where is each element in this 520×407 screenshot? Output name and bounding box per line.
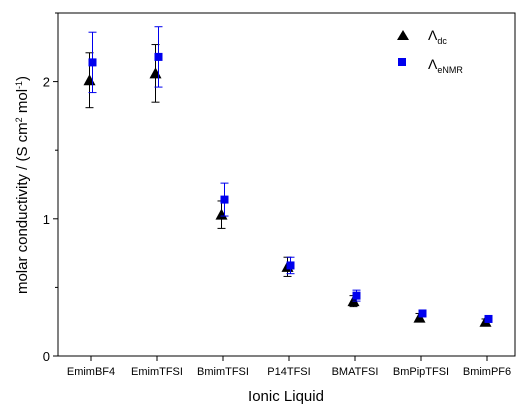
x-axis-ticks: EmimBF4 EmimTFSI BmimTFSI P14TFSI BMATFSI BmP… <box>67 356 511 378</box>
legend-label-dc-symbol: Λ <box>428 27 438 43</box>
marker-square <box>352 291 361 300</box>
y-tick-label: 2 <box>43 75 50 90</box>
legend-label-enmr: ΛeNMR <box>428 56 463 75</box>
marker-square <box>286 261 295 270</box>
x-tick-label: P14TFSI <box>267 366 310 378</box>
legend-label-dc: Λdc <box>428 27 447 46</box>
y-tick-label: 0 <box>43 349 50 364</box>
marker-triangle <box>83 74 96 86</box>
x-tick-label: BMATFSI <box>332 366 379 378</box>
plot-frame <box>57 12 516 357</box>
data-point-square <box>220 182 229 217</box>
data-point-square <box>88 31 97 94</box>
legend-marker-enmr <box>398 58 406 66</box>
marker-triangle <box>215 208 228 220</box>
x-tick-label: EmimTFSI <box>131 366 183 378</box>
legend: Λdc ΛeNMR <box>397 27 463 75</box>
marker-square <box>418 309 427 318</box>
y-axis-title-mid: mol <box>14 89 31 117</box>
x-tick-label: BmPipTFSI <box>393 366 449 378</box>
y-axis-title: molar conductivity / (S cm2 mol-1) <box>14 76 31 294</box>
legend-label-dc-subscript: dc <box>437 36 447 46</box>
x-axis-title: Ionic Liquid <box>248 388 324 405</box>
data-point-square <box>484 314 493 323</box>
x-tick-label: BmimPF6 <box>463 366 511 378</box>
data-point-square <box>286 256 295 275</box>
x-tick-label: EmimBF4 <box>67 366 115 378</box>
marker-triangle <box>149 67 162 79</box>
marker-square <box>88 58 97 67</box>
marker-square <box>484 314 493 323</box>
data-point-square <box>154 26 163 88</box>
data-point-square <box>352 289 361 302</box>
y-axis-title-sup2: -1 <box>14 81 24 89</box>
y-axis-title-sup1: 2 <box>14 117 24 122</box>
y-axis-title-end: ) <box>14 76 31 81</box>
marker-square <box>154 52 163 61</box>
data-point-triangle <box>215 200 228 229</box>
data-point-square <box>418 309 427 318</box>
legend-label-enmr-subscript: eNMR <box>437 65 463 75</box>
series-layer <box>83 26 493 327</box>
marker-square <box>220 195 229 204</box>
y-axis-title-main: molar conductivity / (S cm <box>14 122 31 294</box>
y-tick-label: 1 <box>43 212 50 227</box>
x-tick-label: BmimTFSI <box>197 366 249 378</box>
y-axis-ticks: 0 1 2 <box>43 12 58 364</box>
legend-label-enmr-symbol: Λ <box>428 56 438 72</box>
legend-marker-dc <box>397 30 409 40</box>
